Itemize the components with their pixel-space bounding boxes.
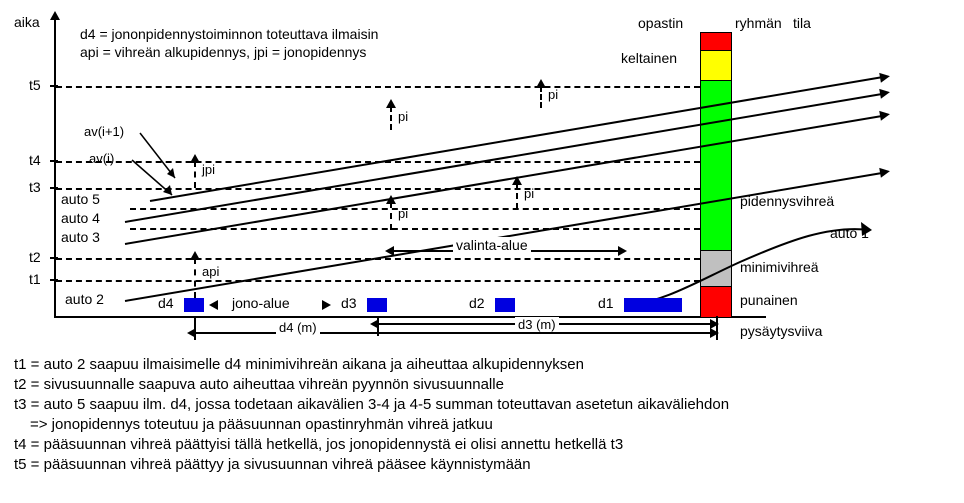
d3m-tick-l [377, 316, 379, 336]
label-jpi: jpi [202, 162, 215, 177]
pi-arrow-4 [516, 183, 518, 209]
detector-d4 [184, 298, 204, 312]
legend-t3b: => jonopidennys toteutuu ja pääsuunnan o… [30, 416, 493, 433]
api-arrowhead [190, 251, 200, 260]
valinta-alue-arrow-right [618, 246, 627, 256]
api-arrow [194, 258, 196, 298]
valinta-alue-arrow-left [385, 246, 394, 256]
detector-d2 [495, 298, 515, 312]
jpi-arrowhead [190, 154, 200, 163]
pi-arrow-2 [540, 86, 542, 108]
stopline-tick [716, 316, 718, 340]
label-d1: d1 [598, 295, 614, 311]
jono-alue-arrow-right [322, 300, 331, 310]
jono-alue-arrow-left [209, 300, 218, 310]
label-d3: d3 [341, 295, 357, 311]
label-d2: d2 [469, 295, 485, 311]
label-av-i: av(i) [89, 151, 114, 166]
label-jono-alue: jono-alue [232, 295, 290, 311]
legend-t5: t5 = pääsuunnan vihreä päättyy ja sivusu… [14, 456, 531, 473]
pi-arrow-3 [390, 202, 392, 230]
label-d4m: d4 (m) [276, 320, 320, 335]
detector-d1 [624, 298, 682, 312]
detector-d3 [367, 298, 387, 312]
pi-arrowhead-1 [386, 99, 396, 108]
jpi-arrow [194, 161, 196, 188]
d4m-tick-l [194, 318, 196, 340]
label-pi-1: pi [398, 109, 408, 124]
legend-t1: t1 = auto 2 saapuu ilmaisimelle d4 minim… [14, 356, 584, 373]
diagram-stage: aika d4 = jononpidennystoiminnon toteutt… [0, 0, 964, 503]
pi-arrowhead-4 [512, 176, 522, 185]
pi-arrow-1 [390, 106, 392, 130]
legend-t4: t4 = pääsuunnan vihreä päättyisi tällä h… [14, 436, 623, 453]
label-api: api [202, 264, 219, 279]
label-av-i1: av(i+1) [84, 124, 124, 139]
label-d4: d4 [158, 295, 174, 311]
label-pi-3: pi [398, 206, 408, 221]
label-pi-2: pi [548, 87, 558, 102]
legend-t2: t2 = sivusuunnalle saapuva auto aiheutta… [14, 376, 504, 393]
pi-arrowhead-2 [536, 79, 546, 88]
pi-arrowhead-3 [386, 195, 396, 204]
legend-t3: t3 = auto 5 saapuu ilm. d4, jossa todeta… [14, 396, 729, 413]
d4m-line [195, 332, 712, 334]
label-valinta-alue: valinta-alue [453, 237, 531, 253]
label-d3m: d3 (m) [515, 317, 559, 332]
label-pi-4: pi [524, 186, 534, 201]
